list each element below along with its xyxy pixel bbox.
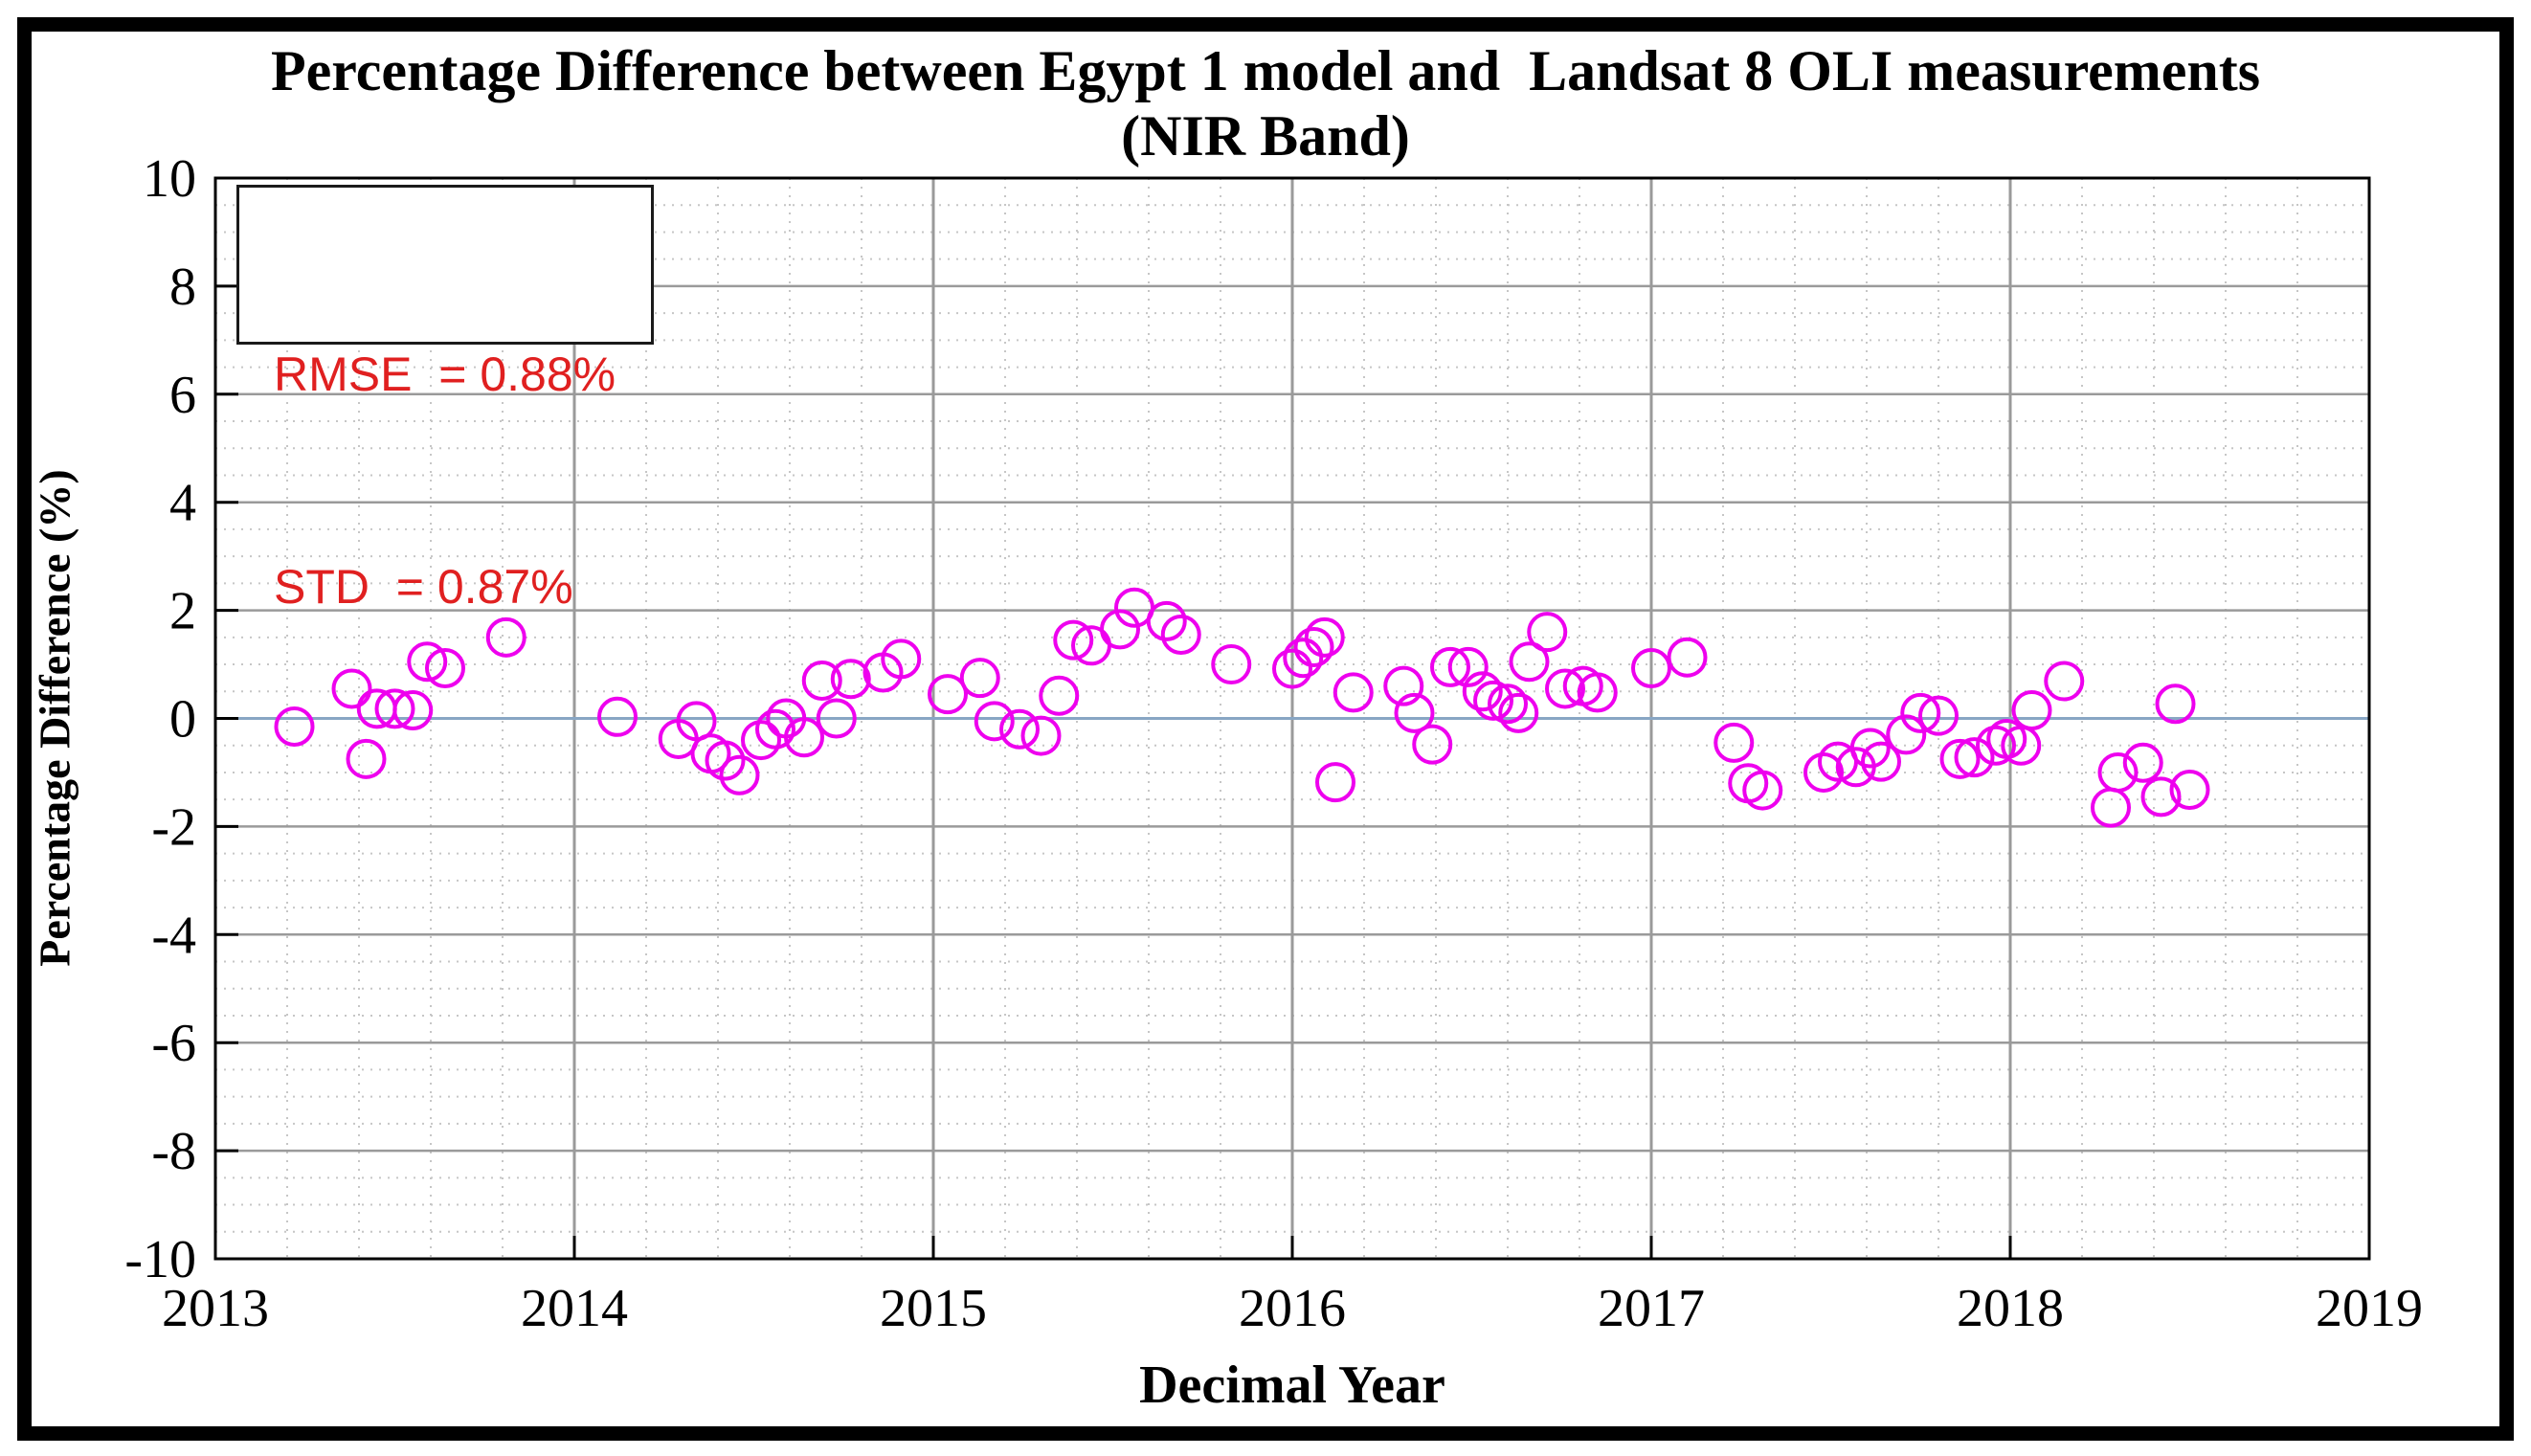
y-tick-label: -4 (151, 906, 196, 965)
data-point (2155, 683, 2196, 725)
data-point (1146, 600, 1187, 641)
data-point (1211, 644, 1252, 685)
data-point (392, 690, 434, 731)
data-point (274, 706, 315, 747)
data-point (485, 616, 526, 658)
data-point (2044, 661, 2085, 702)
data-point (346, 738, 387, 779)
data-point (1315, 762, 1355, 803)
data-point (816, 698, 857, 739)
data-point (2140, 776, 2182, 818)
data-point (1293, 626, 1334, 667)
chart-title: Percentage Difference between Egypt 1 mo… (270, 39, 2261, 102)
data-point (407, 641, 448, 683)
data-point (1462, 671, 1503, 712)
data-point (374, 688, 415, 729)
data-point (719, 754, 760, 795)
chart-title-block: Percentage Difference between Egypt 1 mo… (0, 38, 2531, 168)
data-point (741, 720, 781, 761)
data-point (2091, 787, 2131, 828)
data-point (1667, 637, 1708, 678)
y-tick-label: -10 (124, 1230, 196, 1289)
data-point (1509, 641, 1550, 683)
data-point (1631, 648, 1671, 689)
data-point (1849, 728, 1891, 769)
x-tick-label: 2015 (880, 1279, 987, 1338)
data-point (1473, 680, 1513, 721)
data-point (755, 708, 795, 750)
data-point (1020, 715, 1062, 756)
data-point (881, 638, 922, 680)
data-point (1803, 751, 1844, 793)
data-point (1886, 714, 1927, 755)
chart-subtitle: (NIR Band) (1121, 104, 1410, 168)
data-point (1100, 609, 1140, 650)
data-point (784, 717, 824, 758)
y-tick-label: 10 (143, 149, 196, 209)
x-tick-label: 2018 (1957, 1279, 2064, 1338)
data-point (1954, 737, 1995, 778)
data-point (425, 648, 465, 689)
data-point (1283, 638, 1324, 679)
y-tick-label: 0 (169, 690, 196, 750)
data-point (2169, 770, 2210, 811)
data-point (1412, 724, 1453, 765)
data-point (959, 658, 1000, 699)
data-point (1498, 692, 1539, 733)
data-point (1333, 672, 1374, 713)
data-point (1861, 741, 1901, 782)
data-point (974, 701, 1015, 742)
y-tick-label: -2 (151, 797, 196, 857)
std-text: STD = 0.87% (274, 560, 573, 614)
data-point (1900, 692, 1941, 733)
data-point (1527, 612, 1568, 653)
data-point (2011, 690, 2052, 731)
data-point (801, 660, 842, 701)
data-point (1160, 615, 1201, 656)
data-point (705, 740, 746, 781)
data-point (1713, 722, 1755, 763)
y-tick-label: -8 (151, 1122, 196, 1181)
data-point (1939, 738, 1981, 779)
data-point (1304, 616, 1345, 658)
data-point (331, 668, 372, 709)
data-point (1430, 646, 1470, 687)
stats-annotation-box: RMSE = 0.88% STD = 0.87% (236, 185, 654, 614)
y-tick-label: 2 (169, 582, 196, 641)
data-point (1394, 692, 1435, 733)
data-point (1742, 770, 1783, 811)
data-point (1976, 725, 2016, 766)
data-point (830, 659, 871, 700)
data-point (1577, 672, 1618, 713)
data-point (1918, 695, 1959, 736)
data-point (999, 708, 1040, 750)
data-point (597, 696, 638, 737)
y-tick-label: 8 (169, 258, 196, 317)
x-tick-label: 2019 (2316, 1279, 2423, 1338)
x-axis-label: Decimal Year (1139, 1355, 1445, 1415)
x-tick-label: 2016 (1239, 1279, 1346, 1338)
x-tick-label: 2014 (521, 1279, 628, 1338)
data-point (676, 701, 717, 742)
y-tick-label: 4 (169, 474, 196, 533)
x-tick-label: 2013 (162, 1279, 269, 1338)
data-point (928, 674, 968, 715)
data-point (1545, 668, 1585, 709)
data-point (2122, 742, 2163, 783)
data-point (1272, 648, 1312, 689)
y-tick-label: 6 (169, 366, 196, 425)
data-point (1488, 683, 1528, 725)
data-point (1053, 619, 1094, 661)
data-point (1039, 675, 1080, 716)
y-tick-label: -6 (151, 1014, 196, 1073)
x-tick-label: 2017 (1598, 1279, 1705, 1338)
data-point (1447, 646, 1489, 687)
data-point (1383, 665, 1424, 706)
rmse-text: RMSE = 0.88% (274, 347, 616, 401)
data-point (2097, 751, 2139, 793)
